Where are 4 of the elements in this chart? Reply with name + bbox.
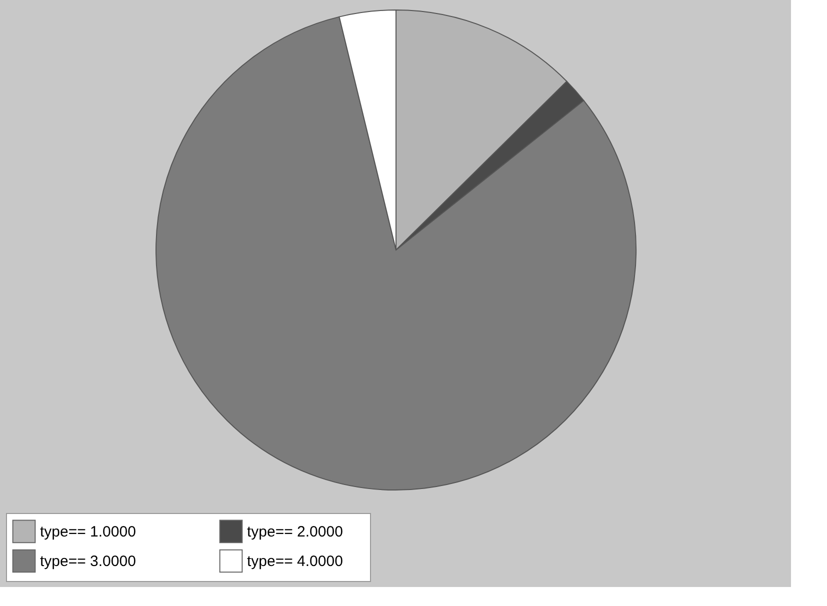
- legend-label: type== 3.0000: [40, 553, 136, 570]
- legend-label: type== 4.0000: [247, 553, 343, 570]
- legend-label: type== 1.0000: [40, 523, 136, 540]
- legend-label: type== 2.0000: [247, 523, 343, 540]
